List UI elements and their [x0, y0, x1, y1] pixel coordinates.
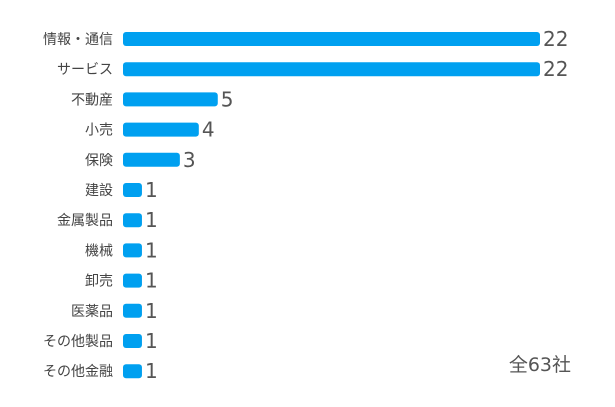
category-label: 金属製品 [57, 213, 113, 229]
category-label: サービス [57, 62, 113, 78]
bar [123, 183, 142, 197]
category-label: 建設 [85, 183, 113, 199]
value-label: 3 [183, 148, 196, 172]
bar [123, 152, 180, 167]
value-label: 1 [145, 178, 158, 202]
bar [123, 303, 142, 318]
category-label: 情報・通信 [43, 32, 113, 48]
bars-layer: 情報・通信 22 サービス 22 不動産 5 小売 4 保険 3 建設 1 金属製品 1 機械 1 卸売 1 医薬品… [43, 27, 568, 383]
category-label: 保険 [85, 153, 113, 169]
bar [123, 122, 199, 137]
category-label: 小売 [85, 123, 113, 139]
category-label: その他製品 [43, 334, 113, 350]
value-label: 22 [543, 57, 568, 81]
value-label: 1 [145, 329, 158, 353]
bar [123, 273, 142, 288]
bar [123, 364, 142, 379]
bar [123, 32, 540, 46]
bar [123, 213, 142, 228]
category-label: その他金融 [43, 364, 113, 380]
bar [123, 243, 142, 258]
value-label: 22 [543, 27, 568, 51]
bar [123, 334, 142, 348]
category-label: 医薬品 [71, 304, 113, 320]
value-label: 1 [145, 359, 158, 383]
total-count-annotation: 全63社 [508, 354, 571, 376]
value-label: 1 [145, 208, 158, 232]
value-label: 1 [145, 299, 158, 323]
bar [123, 92, 218, 107]
value-label: 1 [145, 238, 158, 262]
bar [123, 62, 540, 77]
category-label: 機械 [85, 243, 113, 259]
value-label: 5 [221, 87, 234, 111]
category-label: 卸売 [85, 274, 113, 290]
value-label: 1 [145, 269, 158, 293]
value-label: 4 [202, 118, 215, 142]
category-label: 不動産 [71, 92, 113, 108]
